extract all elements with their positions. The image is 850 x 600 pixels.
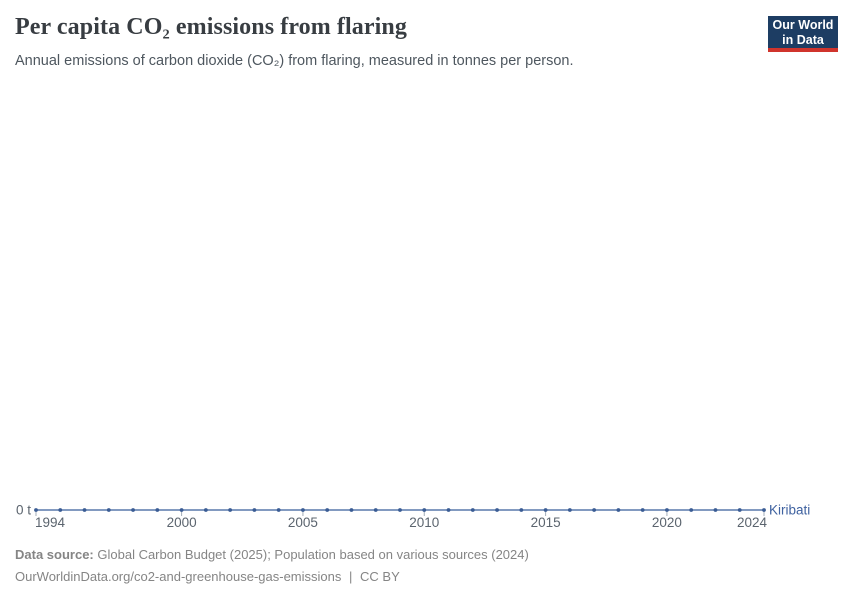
data-source-label: Data source: <box>15 547 94 562</box>
data-point[interactable] <box>495 508 499 512</box>
data-source-text: Global Carbon Budget (2025); Population … <box>97 547 529 562</box>
x-axis-label: 2005 <box>288 515 318 530</box>
owid-logo-line2: in Data <box>782 32 824 47</box>
data-point[interactable] <box>592 508 597 512</box>
x-axis-label: 2010 <box>409 515 439 530</box>
data-point[interactable] <box>82 508 87 512</box>
data-point[interactable] <box>58 508 63 512</box>
data-point[interactable] <box>713 508 718 512</box>
data-point[interactable] <box>349 508 354 512</box>
data-point[interactable] <box>665 508 669 512</box>
license-link[interactable]: CC BY <box>360 568 400 584</box>
owid-url-link[interactable]: OurWorldinData.org/co2-and-greenhouse-ga… <box>15 568 342 584</box>
data-point[interactable] <box>470 508 475 512</box>
data-point[interactable] <box>131 508 135 512</box>
chart-footer: Data source: Global Carbon Budget (2025)… <box>15 544 835 587</box>
data-source-line: Data source: Global Carbon Budget (2025)… <box>15 544 835 566</box>
data-point[interactable] <box>373 508 378 512</box>
data-point[interactable] <box>276 508 281 512</box>
data-point[interactable] <box>106 508 111 512</box>
data-point[interactable] <box>325 508 330 512</box>
chart-plot-area[interactable]: 1994 2000 2005 2010 2015 2020 2024 0 t Kiribati <box>0 80 850 540</box>
x-axis-label: 2000 <box>167 515 197 530</box>
data-point[interactable] <box>567 508 572 512</box>
data-point[interactable] <box>252 508 257 512</box>
data-point[interactable] <box>398 508 402 512</box>
x-axis-label: 2024 <box>737 515 768 530</box>
data-point[interactable] <box>422 508 427 512</box>
owid-logo[interactable]: Our World in Data <box>768 16 838 52</box>
data-point[interactable] <box>203 508 208 512</box>
attribution-line: OurWorldinData.org/co2-and-greenhouse-ga… <box>15 566 835 588</box>
chart-subtitle: Annual emissions of carbon dioxide (CO₂)… <box>15 52 574 69</box>
data-point[interactable] <box>737 508 742 512</box>
data-point[interactable] <box>446 508 451 512</box>
data-point[interactable] <box>689 508 694 512</box>
data-point[interactable] <box>179 508 184 512</box>
page-title: Per capita CO₂ emissions from flaring <box>15 14 407 40</box>
line-chart[interactable]: 1994 2000 2005 2010 2015 2020 2024 0 t Kiribati <box>0 80 850 540</box>
data-point[interactable] <box>543 508 548 512</box>
x-axis-label: 1994 <box>35 515 66 530</box>
chart-header: Per capita CO₂ emissions from flaring An… <box>15 13 756 71</box>
data-point[interactable] <box>616 508 621 512</box>
data-point[interactable] <box>228 508 233 512</box>
footer-separator: | <box>349 568 353 584</box>
x-axis-label: 2020 <box>652 515 682 530</box>
owid-logo-line1: Our World <box>772 18 834 32</box>
x-axis-label: 2015 <box>531 515 561 530</box>
y-axis-label: 0 t <box>16 503 31 518</box>
data-point[interactable] <box>34 508 38 512</box>
data-point[interactable] <box>762 508 766 512</box>
data-point[interactable] <box>519 508 524 512</box>
data-point[interactable] <box>640 508 645 512</box>
data-point[interactable] <box>301 508 305 512</box>
series-label-kiribati[interactable]: Kiribati <box>769 503 810 518</box>
data-point[interactable] <box>155 508 160 512</box>
